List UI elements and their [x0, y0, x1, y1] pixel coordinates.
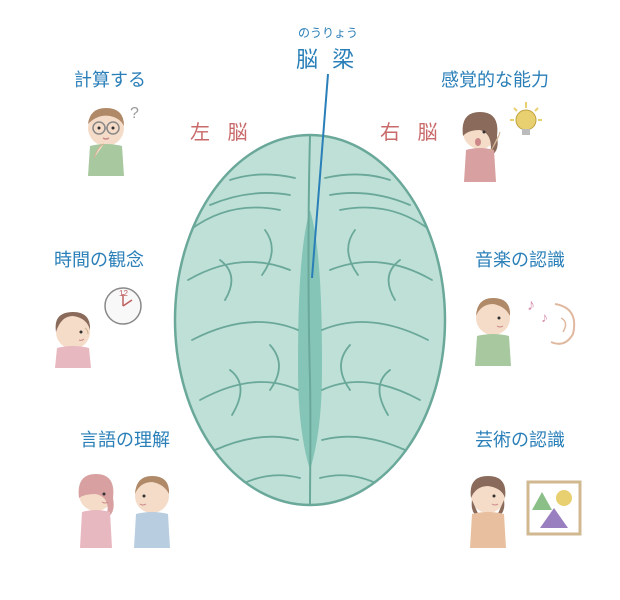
svg-text:♪: ♪	[541, 309, 548, 325]
item-calc: 計算する ?	[50, 66, 170, 182]
item-music: 音楽の認識 ♪♪	[450, 246, 590, 368]
item-sense-label: 感覚的な能力	[420, 66, 570, 92]
svg-text:?: ?	[130, 105, 139, 122]
svg-text:♪: ♪	[527, 297, 535, 314]
music-person-icon: ♪♪	[455, 278, 585, 368]
talking-people-icon	[60, 458, 190, 552]
item-art: 芸術の認識	[450, 426, 590, 552]
item-sense: 感覚的な能力	[420, 66, 570, 186]
item-art-label: 芸術の認識	[450, 426, 590, 452]
item-lang-label: 言語の理解	[60, 426, 190, 452]
item-time: 時間の観念 12	[34, 246, 164, 368]
thinking-person-icon: ?	[70, 98, 150, 182]
idea-person-icon	[440, 98, 550, 186]
art-person-icon	[450, 458, 590, 552]
item-music-label: 音楽の認識	[450, 246, 590, 272]
item-lang: 言語の理解	[60, 426, 190, 552]
clock-person-icon: 12	[39, 278, 159, 368]
item-calc-label: 計算する	[50, 66, 170, 92]
item-time-label: 時間の観念	[34, 246, 164, 272]
